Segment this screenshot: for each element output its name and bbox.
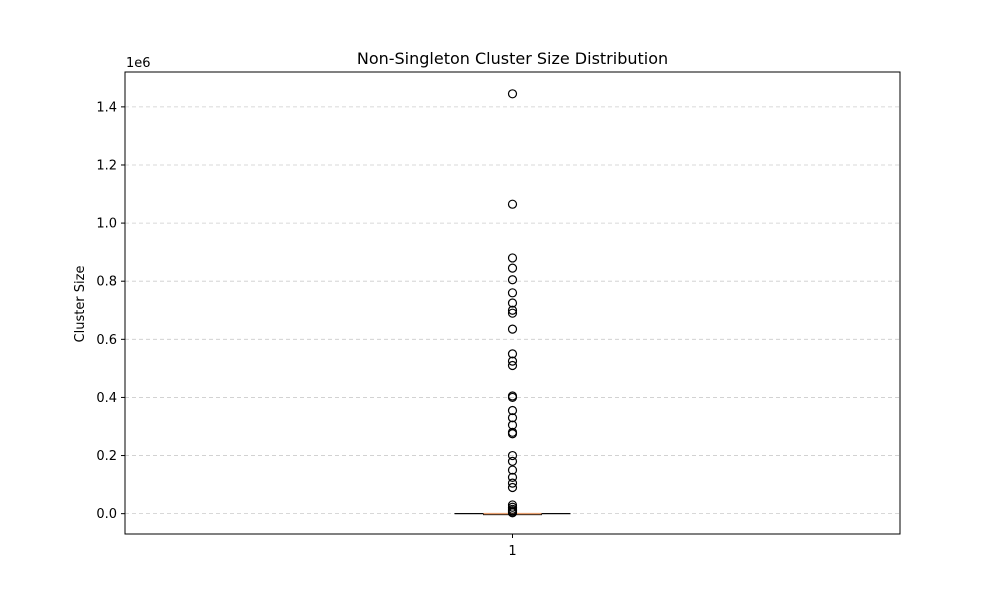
outlier-point <box>507 508 518 518</box>
y-tick-label: 0.8 <box>96 275 117 290</box>
outlier-point <box>507 392 518 403</box>
outlier-point <box>507 465 518 475</box>
y-tick-label: 0.0 <box>96 507 117 522</box>
outlier-point <box>507 263 518 273</box>
x-tick-label: 1 <box>508 544 516 559</box>
outlier-point <box>507 199 518 209</box>
y-axis-offset-label: 1e6 <box>126 56 151 71</box>
y-axis-label: Cluster Size <box>73 266 88 343</box>
plot-area-frame <box>124 71 901 535</box>
outlier-point <box>507 298 518 308</box>
outlier-point <box>507 420 518 430</box>
y-tick-label: 0.6 <box>96 333 117 348</box>
outlier-point <box>507 482 518 493</box>
outlier-point <box>507 356 518 366</box>
outlier-point <box>507 472 518 482</box>
outlier-point <box>507 429 518 439</box>
y-tick-label: 0.4 <box>96 391 117 406</box>
outlier-point <box>507 288 518 298</box>
x-axis-ticks: 1 <box>508 534 517 559</box>
outlier-point <box>507 478 518 488</box>
chart-title: Non-Singleton Cluster Size Distribution <box>357 49 668 68</box>
y-tick-label: 1.4 <box>96 100 117 115</box>
outlier-point <box>507 405 518 416</box>
outlier-point <box>507 275 518 285</box>
y-tick-label: 0.2 <box>96 449 117 464</box>
outlier-point <box>507 253 518 263</box>
outlier-point <box>507 89 518 99</box>
outlier-point <box>507 456 518 466</box>
outlier-point <box>507 324 518 334</box>
y-tick-label: 1.2 <box>96 158 117 173</box>
y-tick-label: 1.0 <box>96 217 117 232</box>
grid-lines <box>125 106 900 515</box>
outlier-point <box>507 413 518 423</box>
outlier-point <box>507 305 518 315</box>
outlier-points <box>507 89 518 518</box>
outlier-point <box>507 349 518 359</box>
outlier-point <box>507 308 518 318</box>
outlier-point <box>507 450 518 461</box>
outlier-point <box>507 360 518 371</box>
y-axis-ticks: 0.0 0.2 0.4 0.6 0.8 1.0 1.2 1.4 <box>96 100 125 522</box>
